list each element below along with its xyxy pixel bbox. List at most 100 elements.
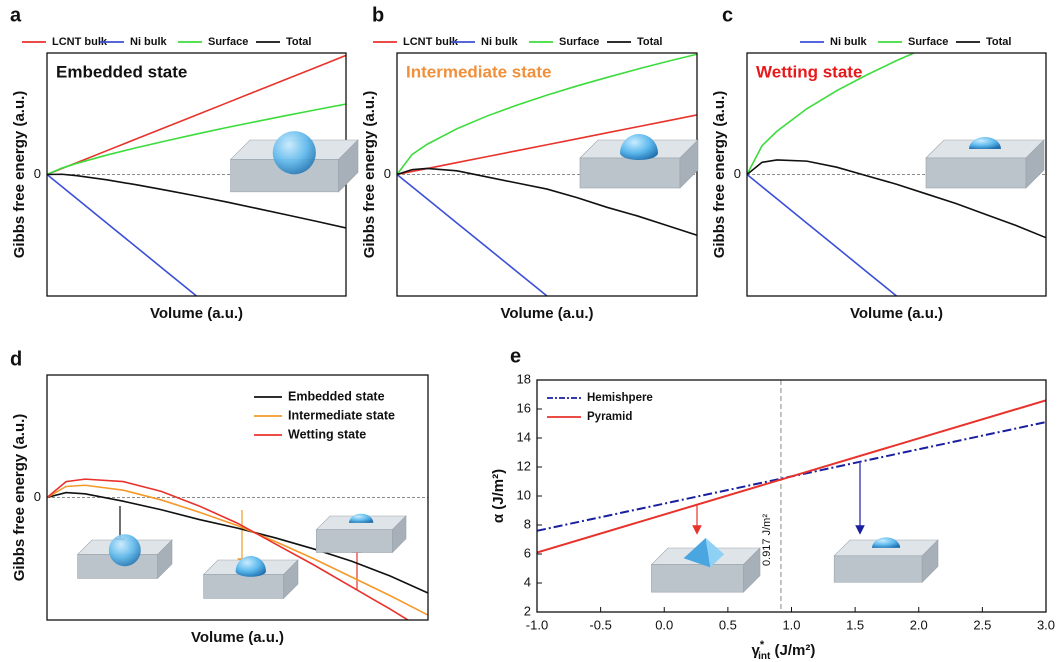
- block-side: [392, 515, 407, 554]
- block-side: [743, 547, 761, 593]
- x-tick-label: 3.0: [1037, 617, 1055, 632]
- line-series: [47, 173, 198, 296]
- droplet: [872, 537, 901, 548]
- block-front: [579, 157, 681, 189]
- x-tick-label: 2.0: [910, 617, 928, 632]
- inset: [925, 137, 1045, 189]
- x-tick-label: 2.5: [973, 617, 991, 632]
- inset: [202, 556, 299, 600]
- inset: [650, 537, 761, 593]
- y-tick-label: 16: [517, 400, 531, 415]
- y-tick-label: 4: [524, 574, 531, 589]
- legend-label: Pyramid: [587, 411, 632, 423]
- y-axis-title: Gibbs free energy (a.u.): [11, 414, 28, 582]
- block-side: [921, 539, 939, 583]
- y-tick-label: 8: [524, 516, 531, 531]
- y-tick-label: 0: [34, 166, 41, 181]
- legend-label: Surface: [208, 36, 248, 48]
- panel-label: c: [722, 4, 733, 26]
- x-axis-title: Volume (a.u.): [150, 305, 243, 322]
- block-front: [651, 564, 744, 593]
- block-front: [316, 529, 393, 553]
- line-series: [747, 173, 898, 296]
- legend-label: Wetting state: [288, 427, 366, 441]
- legend-label: Ni bulk: [481, 36, 519, 48]
- line-series: [397, 53, 697, 175]
- line-series: [747, 53, 916, 175]
- x-tick-label: 1.0: [782, 617, 800, 632]
- x-tick-label: 0.0: [655, 617, 673, 632]
- block-front: [925, 157, 1027, 189]
- legend-label: Total: [637, 36, 662, 48]
- y-tick-label: 18: [517, 371, 531, 386]
- plot-frame: [536, 379, 1047, 613]
- block-side: [679, 139, 699, 189]
- panel-label: e: [510, 345, 521, 367]
- x-title-subscript: int: [758, 651, 771, 662]
- y-axis-title: Gibbs free energy (a.u.): [361, 91, 378, 259]
- plot-frame: [396, 52, 698, 297]
- block-front: [833, 555, 923, 583]
- legend-label: Surface: [908, 36, 948, 48]
- legend-label: Ni bulk: [830, 36, 868, 48]
- line-series: [397, 167, 697, 237]
- pyramid: [683, 537, 711, 568]
- x-axis-title: Volume (a.u.): [191, 629, 284, 646]
- y-tick-label: 0: [34, 489, 41, 504]
- y-tick-label: 12: [517, 458, 531, 473]
- legend-label: Hemishpere: [587, 392, 653, 404]
- inset: [833, 537, 939, 583]
- legend-label: Embedded state: [288, 389, 385, 403]
- state-annotation: Wetting state: [756, 62, 862, 81]
- state-annotation: Embedded state: [56, 62, 187, 81]
- line-series: [47, 491, 428, 594]
- line-series: [47, 478, 410, 620]
- x-title-symbol: γ: [752, 642, 761, 659]
- legend-label: Intermediate state: [288, 408, 395, 422]
- inset: [579, 134, 699, 189]
- droplet: [349, 513, 374, 523]
- panel-label: b: [372, 4, 384, 26]
- y-axis-title: Gibbs free energy (a.u.): [11, 91, 28, 259]
- legend-label: Total: [286, 36, 311, 48]
- block-side: [1025, 139, 1045, 189]
- panel-label: d: [10, 348, 22, 370]
- pyramid: [705, 537, 725, 568]
- legend-label: LCNT bulk: [403, 36, 459, 48]
- inset: [76, 534, 173, 580]
- y-tick-label: 2: [524, 603, 531, 618]
- legend-label: LCNT bulk: [52, 36, 108, 48]
- reference-label: 0.917 J/m²: [761, 514, 773, 566]
- y-axis-title: Gibbs free energy (a.u.): [711, 91, 728, 259]
- x-axis-title: Volume (a.u.): [500, 305, 593, 322]
- droplet: [969, 137, 1001, 149]
- block-front: [203, 574, 284, 599]
- line-series: [397, 173, 548, 296]
- x-tick-label: 0.5: [719, 617, 737, 632]
- y-tick-label: 10: [517, 487, 531, 502]
- x-tick-label: -0.5: [589, 617, 611, 632]
- block-side: [283, 559, 299, 600]
- panel-label: a: [10, 4, 22, 26]
- inset: [229, 131, 359, 193]
- line-series: [47, 173, 346, 229]
- legend-label: Surface: [559, 36, 599, 48]
- block-side: [157, 539, 173, 580]
- y-tick-label: 14: [517, 429, 531, 444]
- line-series: [747, 159, 1046, 239]
- x-axis-title: Volume (a.u.): [850, 305, 943, 322]
- block-side: [338, 139, 359, 193]
- legend-label: Total: [986, 36, 1011, 48]
- plot-frame: [746, 52, 1047, 297]
- line-series: [537, 399, 1046, 554]
- legend-label: Ni bulk: [130, 36, 168, 48]
- droplet: [108, 534, 141, 567]
- x-tick-label: 1.5: [846, 617, 864, 632]
- y-tick-label: 0: [734, 166, 741, 181]
- x-axis-title: γ* int (J/m²): [752, 639, 816, 662]
- inset: [315, 513, 407, 554]
- x-title-unit: (J/m²): [770, 642, 815, 659]
- y-axis-title: α (J/m²): [490, 469, 507, 523]
- droplet: [272, 131, 316, 175]
